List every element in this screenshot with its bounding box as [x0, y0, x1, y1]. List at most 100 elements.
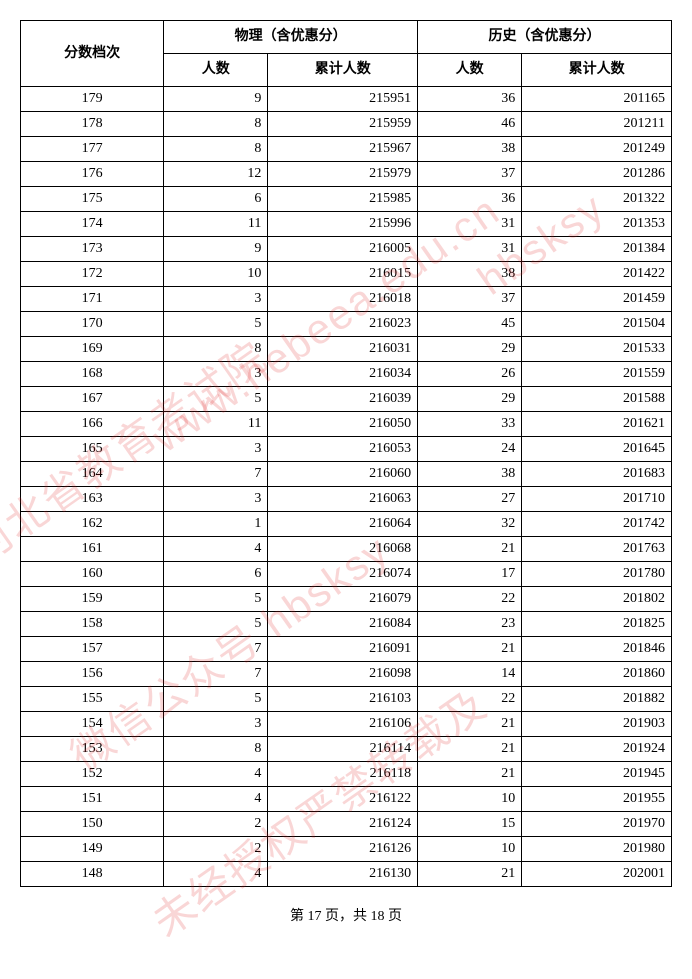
- cell-phys-count: 8: [164, 737, 268, 762]
- cell-hist-cum: 201621: [522, 412, 672, 437]
- table-row: 165321605324201645: [21, 437, 672, 462]
- cell-phys-cum: 216114: [268, 737, 418, 762]
- cell-hist-cum: 201980: [522, 837, 672, 862]
- table-row: 161421606821201763: [21, 537, 672, 562]
- cell-hist-count: 21: [418, 862, 522, 887]
- cell-score: 160: [21, 562, 164, 587]
- cell-score: 171: [21, 287, 164, 312]
- cell-phys-count: 4: [164, 762, 268, 787]
- cell-hist-count: 31: [418, 237, 522, 262]
- cell-phys-count: 3: [164, 287, 268, 312]
- cell-score: 150: [21, 812, 164, 837]
- cell-phys-count: 4: [164, 787, 268, 812]
- cell-phys-cum: 216079: [268, 587, 418, 612]
- cell-score: 155: [21, 687, 164, 712]
- cell-hist-cum: 201165: [522, 87, 672, 112]
- cell-phys-cum: 215996: [268, 212, 418, 237]
- cell-hist-cum: 201384: [522, 237, 672, 262]
- header-phys-count: 人数: [164, 54, 268, 87]
- cell-hist-cum: 201559: [522, 362, 672, 387]
- cell-score: 177: [21, 137, 164, 162]
- cell-hist-cum: 201422: [522, 262, 672, 287]
- table-row: 177821596738201249: [21, 137, 672, 162]
- cell-hist-cum: 201924: [522, 737, 672, 762]
- cell-hist-cum: 201683: [522, 462, 672, 487]
- cell-phys-count: 3: [164, 487, 268, 512]
- table-row: 1661121605033201621: [21, 412, 672, 437]
- table-row: 163321606327201710: [21, 487, 672, 512]
- cell-hist-count: 38: [418, 262, 522, 287]
- cell-phys-count: 2: [164, 837, 268, 862]
- cell-hist-cum: 201249: [522, 137, 672, 162]
- cell-hist-count: 37: [418, 287, 522, 312]
- cell-phys-cum: 216031: [268, 337, 418, 362]
- cell-hist-cum: 201533: [522, 337, 672, 362]
- cell-score: 148: [21, 862, 164, 887]
- cell-hist-count: 22: [418, 687, 522, 712]
- table-row: 153821611421201924: [21, 737, 672, 762]
- cell-hist-cum: 201588: [522, 387, 672, 412]
- cell-score: 154: [21, 712, 164, 737]
- cell-phys-cum: 215985: [268, 187, 418, 212]
- cell-phys-count: 5: [164, 312, 268, 337]
- cell-phys-cum: 216039: [268, 387, 418, 412]
- cell-phys-cum: 215951: [268, 87, 418, 112]
- table-row: 171321601837201459: [21, 287, 672, 312]
- cell-hist-count: 29: [418, 387, 522, 412]
- cell-hist-count: 23: [418, 612, 522, 637]
- header-physics: 物理（含优惠分）: [164, 21, 418, 54]
- cell-phys-count: 6: [164, 187, 268, 212]
- cell-score: 175: [21, 187, 164, 212]
- cell-score: 153: [21, 737, 164, 762]
- cell-phys-cum: 215959: [268, 112, 418, 137]
- cell-hist-cum: 202001: [522, 862, 672, 887]
- cell-hist-cum: 201286: [522, 162, 672, 187]
- table-row: 178821595946201211: [21, 112, 672, 137]
- table-row: 159521607922201802: [21, 587, 672, 612]
- cell-hist-cum: 201846: [522, 637, 672, 662]
- cell-hist-count: 21: [418, 712, 522, 737]
- cell-hist-cum: 201860: [522, 662, 672, 687]
- cell-phys-cum: 216084: [268, 612, 418, 637]
- table-row: 155521610322201882: [21, 687, 672, 712]
- cell-hist-count: 38: [418, 137, 522, 162]
- cell-phys-cum: 216064: [268, 512, 418, 537]
- cell-phys-cum: 216053: [268, 437, 418, 462]
- table-row: 160621607417201780: [21, 562, 672, 587]
- cell-hist-count: 26: [418, 362, 522, 387]
- cell-hist-cum: 201802: [522, 587, 672, 612]
- cell-phys-cum: 216023: [268, 312, 418, 337]
- cell-hist-cum: 201742: [522, 512, 672, 537]
- cell-score: 161: [21, 537, 164, 562]
- cell-hist-count: 29: [418, 337, 522, 362]
- cell-hist-count: 33: [418, 412, 522, 437]
- cell-hist-cum: 201825: [522, 612, 672, 637]
- table-row: 173921600531201384: [21, 237, 672, 262]
- cell-phys-count: 10: [164, 262, 268, 287]
- table-row: 154321610621201903: [21, 712, 672, 737]
- cell-hist-count: 22: [418, 587, 522, 612]
- header-history: 历史（含优惠分）: [418, 21, 672, 54]
- cell-phys-count: 5: [164, 587, 268, 612]
- cell-phys-cum: 216098: [268, 662, 418, 687]
- table-row: 164721606038201683: [21, 462, 672, 487]
- cell-phys-count: 12: [164, 162, 268, 187]
- cell-phys-cum: 216068: [268, 537, 418, 562]
- cell-hist-count: 32: [418, 512, 522, 537]
- cell-score: 151: [21, 787, 164, 812]
- cell-hist-count: 21: [418, 637, 522, 662]
- cell-hist-cum: 201882: [522, 687, 672, 712]
- cell-phys-count: 3: [164, 437, 268, 462]
- header-hist-cum: 累计人数: [522, 54, 672, 87]
- cell-score: 156: [21, 662, 164, 687]
- table-row: 1741121599631201353: [21, 212, 672, 237]
- table-row: 162121606432201742: [21, 512, 672, 537]
- cell-hist-cum: 201322: [522, 187, 672, 212]
- cell-hist-count: 10: [418, 837, 522, 862]
- table-row: 151421612210201955: [21, 787, 672, 812]
- cell-hist-count: 10: [418, 787, 522, 812]
- cell-phys-cum: 216091: [268, 637, 418, 662]
- cell-phys-count: 7: [164, 462, 268, 487]
- cell-phys-cum: 216103: [268, 687, 418, 712]
- cell-phys-count: 2: [164, 812, 268, 837]
